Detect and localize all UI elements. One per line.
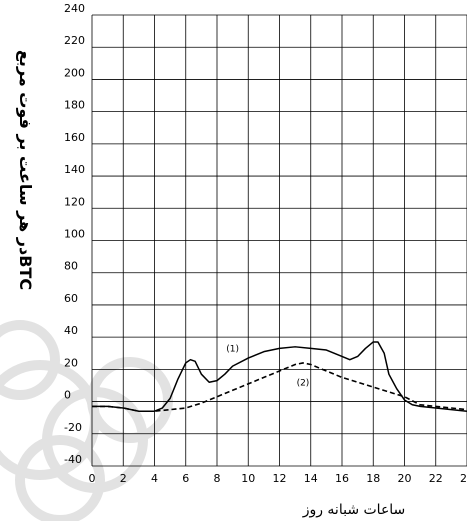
y-axis-label: BTCدر هر ساعت بر فوت مربع: [16, 50, 35, 290]
series-annotation: (2): [297, 378, 310, 388]
y-tick-label: 120: [64, 195, 85, 208]
watermark-decoration: [0, 320, 173, 521]
watermark-ring: [15, 435, 105, 521]
y-tick-label: 80: [64, 260, 78, 273]
x-tick-label: 16: [335, 472, 349, 485]
x-tick-label: 14: [304, 472, 318, 485]
x-tick-label: 10: [241, 472, 255, 485]
y-tick-label: 200: [64, 66, 85, 79]
chart-grid: [91, 14, 467, 467]
chart-tick-labels: 024681012141618202224-40-200204060801001…: [64, 2, 467, 485]
watermark-ring: [87, 357, 173, 443]
series-annotation: (1): [226, 345, 239, 355]
x-tick-label: 20: [398, 472, 412, 485]
y-tick-label: 100: [64, 228, 85, 241]
y-tick-label: 180: [64, 99, 85, 112]
y-tick-label: 20: [64, 356, 78, 369]
x-tick-label: 8: [214, 472, 221, 485]
x-tick-label: 22: [429, 472, 443, 485]
y-tick-label: -20: [64, 421, 82, 434]
y-tick-label: 0: [64, 389, 71, 402]
x-tick-label: 2: [120, 472, 127, 485]
x-tick-label: 18: [366, 472, 380, 485]
x-tick-label: 0: [89, 472, 96, 485]
y-tick-label: 140: [64, 163, 85, 176]
chart-series: [92, 341, 467, 413]
chart-annotations: (1) (2): [226, 345, 309, 389]
x-axis-label: ساعات شبانه روز: [302, 502, 406, 518]
y-tick-label: -40: [64, 453, 82, 466]
series-line-1: [92, 341, 467, 412]
y-tick-label: 40: [64, 324, 78, 337]
watermark-ring: [0, 320, 60, 400]
x-tick-label: 6: [182, 472, 189, 485]
x-tick-label: 24: [460, 472, 467, 485]
y-tick-label: 220: [64, 34, 85, 47]
y-tick-label: 240: [64, 2, 85, 15]
y-tick-label: 60: [64, 292, 78, 305]
x-tick-label: 4: [151, 472, 158, 485]
series-line-2: [92, 362, 467, 413]
x-tick-label: 12: [273, 472, 287, 485]
y-tick-label: 160: [64, 131, 85, 144]
